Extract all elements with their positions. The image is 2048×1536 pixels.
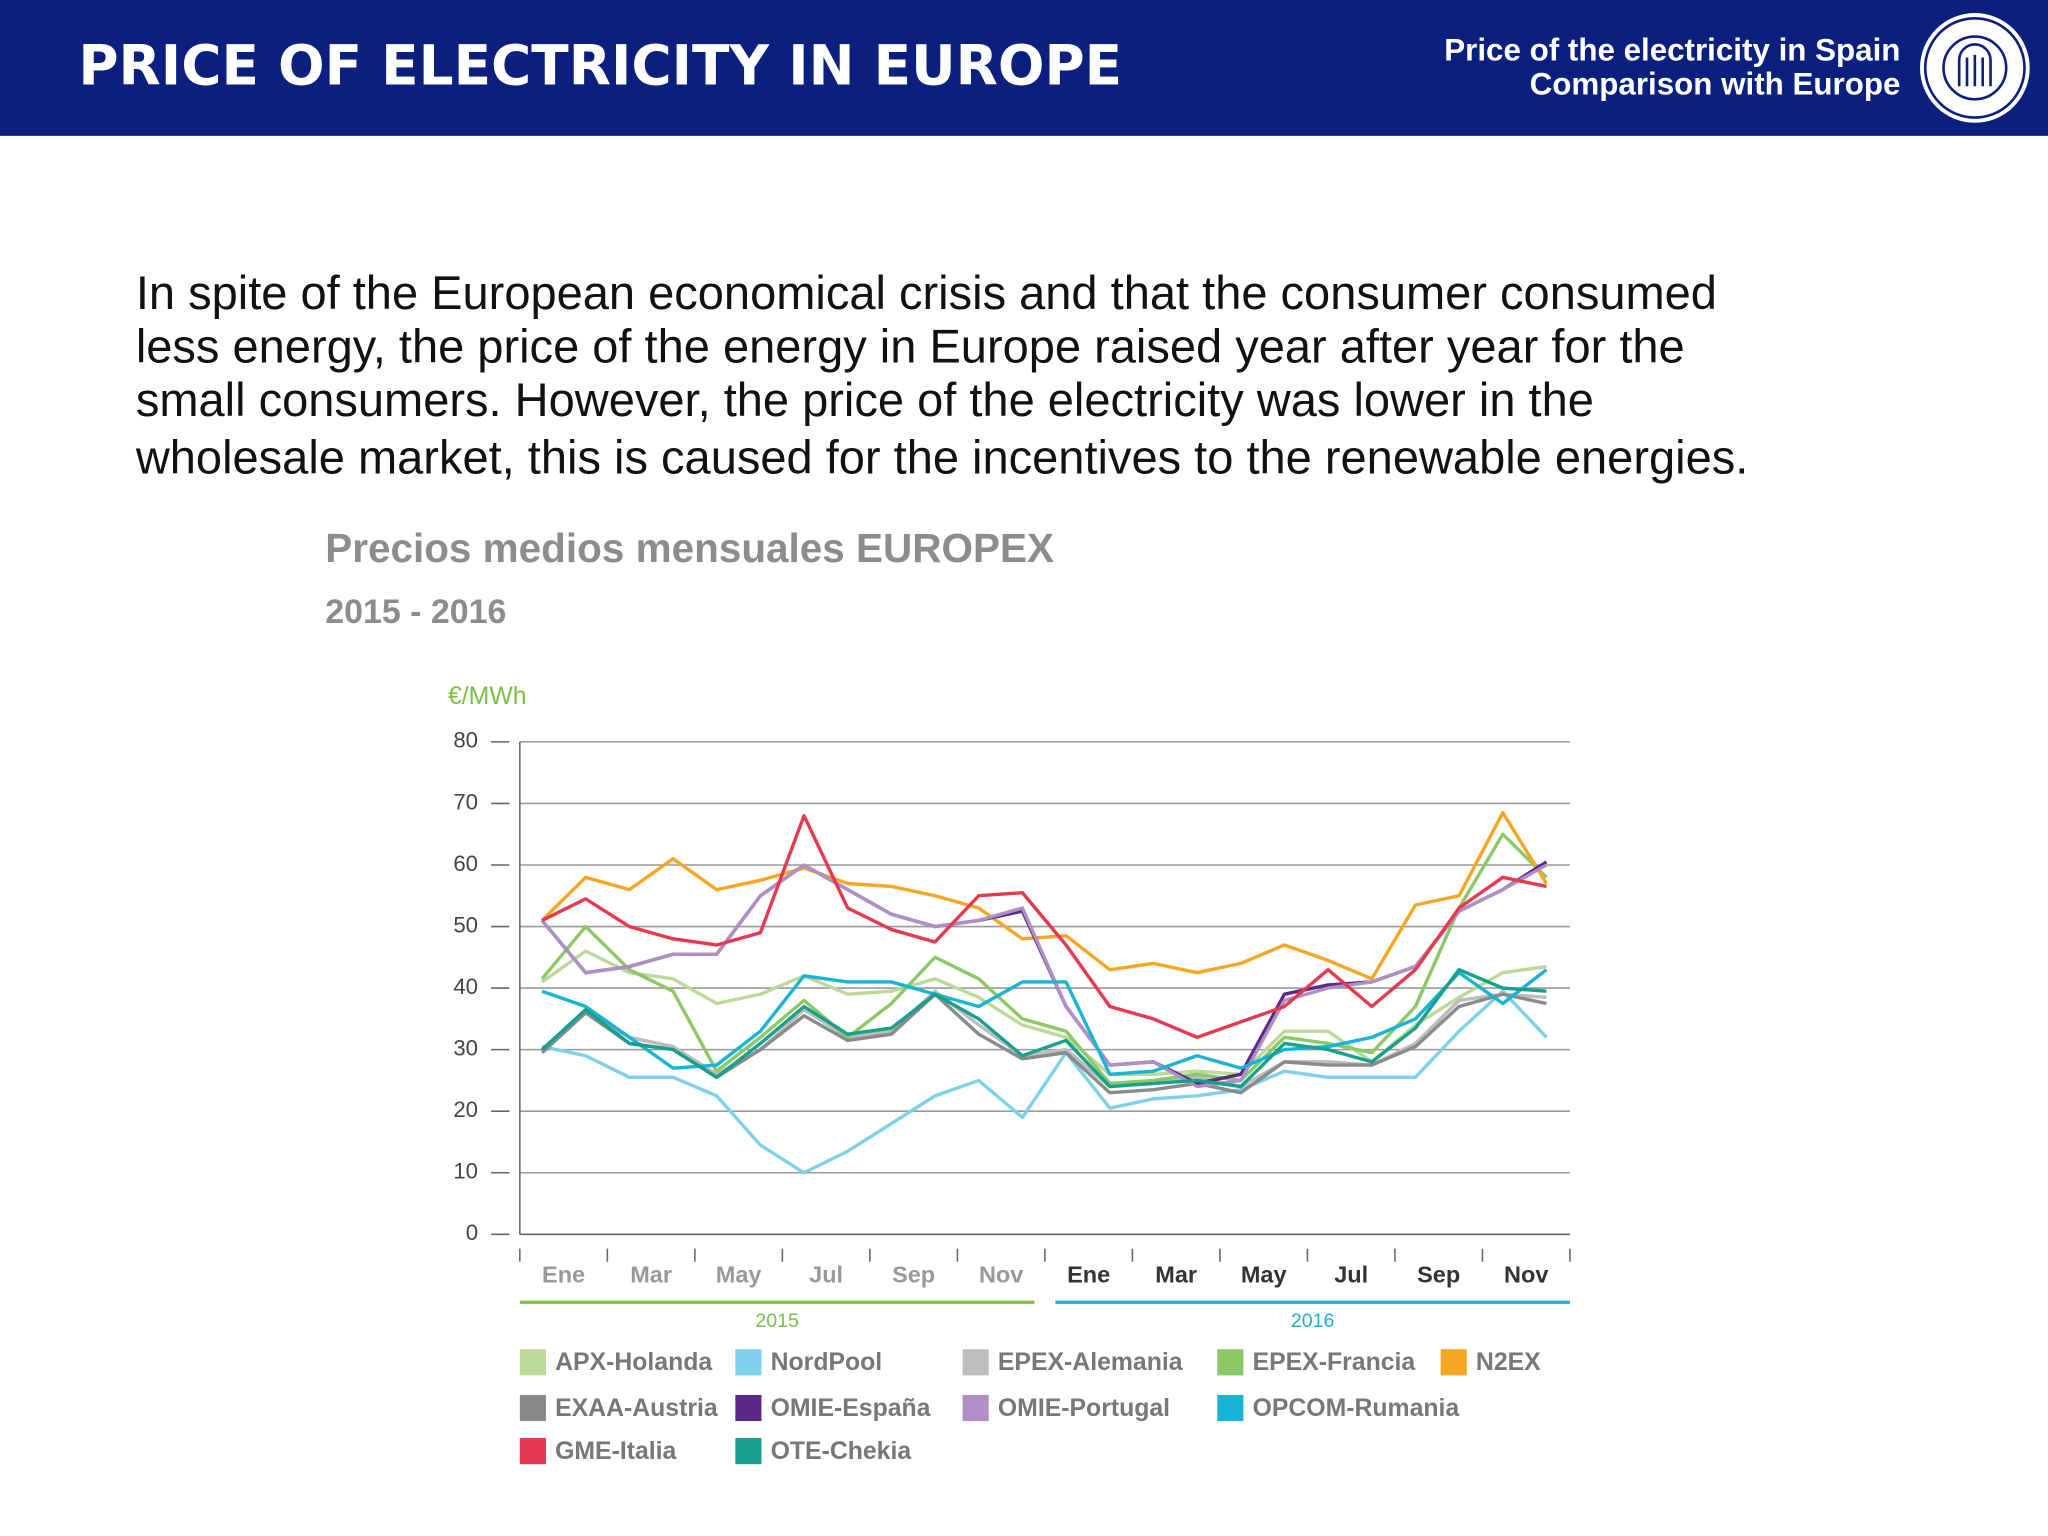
legend-swatch <box>1217 1394 1244 1422</box>
series-line <box>541 813 1547 1040</box>
group-label: 2016 <box>1291 1310 1335 1332</box>
legend-label: OMIE-Portugal <box>998 1395 1170 1422</box>
x-tick-label: Mar <box>630 1261 672 1287</box>
chart-title: Precios medios mensuales EUROPEX <box>325 525 1054 571</box>
x-tick-label: Ene <box>1067 1261 1110 1287</box>
series-line <box>540 810 1548 981</box>
legend-label: EXAA-Austria <box>555 1395 718 1422</box>
paragraph-line: wholesale market, this is caused for the… <box>135 430 1748 483</box>
y-axis-label: €/MWh <box>448 683 527 710</box>
header-subtitle: Price of the electricity in Spain <box>1444 33 1900 68</box>
series-line <box>540 863 1548 1089</box>
y-tick-label: 50 <box>453 912 478 937</box>
paragraph-line: less energy, the price of the energy in … <box>136 319 1685 372</box>
y-tick-label: 30 <box>453 1035 478 1060</box>
series-line <box>540 967 1547 1089</box>
legend-swatch <box>962 1394 989 1422</box>
header-subtitle: Comparison with Europe <box>1530 66 1901 101</box>
legend-swatch <box>1217 1349 1244 1376</box>
x-tick-label: Sep <box>1417 1261 1460 1287</box>
y-tick-label: 80 <box>453 728 478 753</box>
legend-swatch <box>519 1349 546 1376</box>
legend-swatch <box>735 1438 762 1465</box>
series-line <box>540 989 1547 1089</box>
legend-swatch <box>735 1349 762 1376</box>
legend-swatch <box>1440 1349 1467 1376</box>
header-bar <box>0 0 2048 136</box>
legend-label: NordPool <box>771 1349 883 1376</box>
series-line <box>541 989 1548 1175</box>
legend-label: N2EX <box>1476 1349 1541 1376</box>
legend-label: GME-Italia <box>555 1438 676 1465</box>
legend-swatch <box>519 1438 546 1465</box>
x-tick-label: May <box>1241 1261 1287 1287</box>
legend-swatch <box>735 1394 762 1422</box>
paragraph-line: In spite of the European economical cris… <box>136 266 1717 319</box>
legend-label: OTE-Chekia <box>771 1438 912 1465</box>
y-tick-label: 70 <box>453 789 478 814</box>
y-tick-label: 40 <box>453 974 478 999</box>
legend-label: OMIE-España <box>771 1395 931 1422</box>
series-line <box>540 832 1548 1086</box>
legend-label: APX-Holanda <box>555 1349 712 1376</box>
y-tick-label: 0 <box>466 1220 478 1245</box>
x-tick-label: Mar <box>1155 1261 1197 1287</box>
legend-label: EPEX-Alemania <box>998 1349 1183 1376</box>
x-tick-label: Ene <box>542 1261 585 1287</box>
x-tick-label: Jul <box>1334 1261 1368 1287</box>
chart-subtitle: 2015 - 2016 <box>325 593 506 631</box>
legend-swatch <box>519 1394 546 1422</box>
y-tick-label: 20 <box>453 1097 478 1122</box>
y-tick-label: 60 <box>453 851 478 876</box>
series-line <box>541 968 1548 1076</box>
y-tick-label: 10 <box>453 1159 478 1184</box>
header-title: PRICE OF ELECTRICITY IN EUROPE <box>78 33 1122 97</box>
x-tick-label: Jul <box>809 1261 843 1287</box>
paragraph-line: small consumers. However, the price of t… <box>136 373 1594 426</box>
x-tick-label: Sep <box>892 1261 935 1287</box>
logo <box>1920 13 2030 123</box>
legend-label: EPEX-Francia <box>1253 1349 1416 1376</box>
x-tick-label: Nov <box>979 1261 1023 1287</box>
legend-swatch <box>962 1349 989 1376</box>
x-tick-label: May <box>716 1261 762 1287</box>
group-label: 2015 <box>755 1310 799 1332</box>
x-tick-label: Nov <box>1504 1261 1548 1287</box>
legend-label: OPCOM-Rumania <box>1253 1395 1460 1422</box>
